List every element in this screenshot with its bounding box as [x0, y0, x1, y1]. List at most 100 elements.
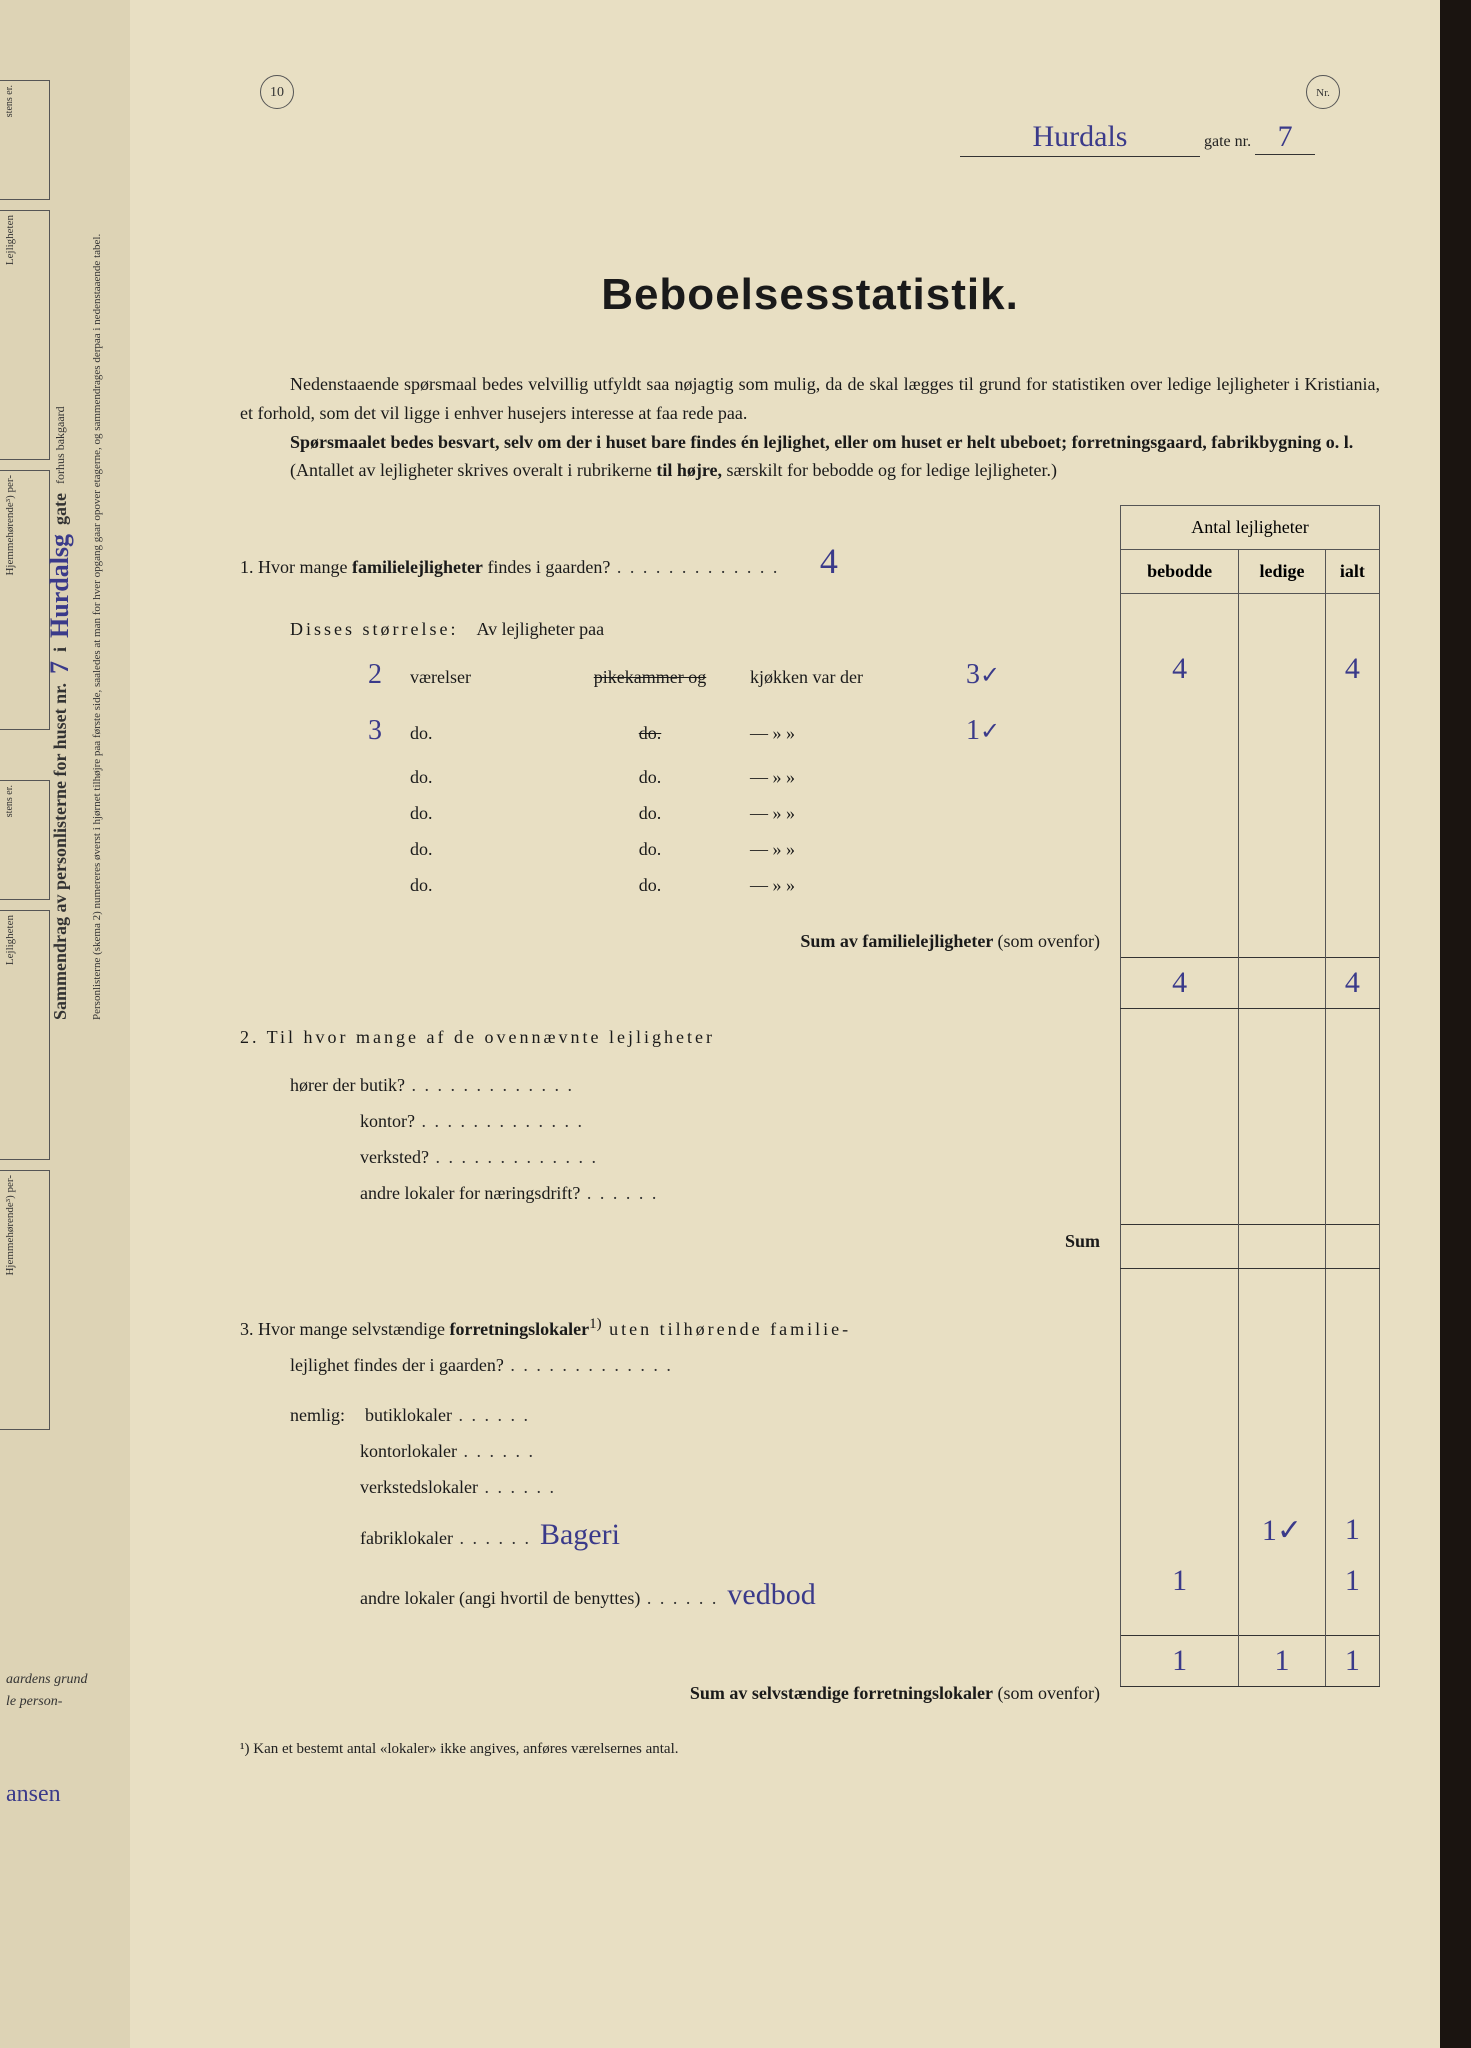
count-row: 1✓1	[1121, 1505, 1380, 1556]
count-cell	[1239, 644, 1325, 694]
count-cell: 1	[1325, 1556, 1379, 1606]
left-col-label-1: stens er.	[0, 81, 19, 121]
count-cell	[1121, 1417, 1239, 1461]
count-cell: 4	[1325, 644, 1379, 694]
nemlig-label: nemlig:	[290, 1405, 345, 1425]
room-c2: do.	[410, 795, 550, 831]
left-summary-title-text: Sammendrag av personlisterne for huset n…	[50, 683, 70, 1020]
left-col-label-6: Hjemmehørende³) per-	[0, 1171, 20, 1280]
q2: 2. Til hvor mange af de ovennævnte lejli…	[240, 1019, 1100, 1259]
q1-text-c: findes i gaarden?	[483, 557, 779, 577]
q1-sum-note: (som ovenfor)	[998, 931, 1100, 951]
q3: 3. Hvor mange selvstændige forretningslo…	[240, 1309, 1100, 1383]
room-c2: værelser	[410, 659, 550, 695]
q2-sum: Sum	[240, 1223, 1100, 1259]
gate-label: gate nr.	[1204, 133, 1251, 150]
intro-p3: (Antallet av lejligheter skrives overalt…	[240, 456, 1380, 485]
left-prev-page-strip: stens er. Lejligheten Hjemmehørende³) pe…	[0, 0, 130, 2048]
room-c4: kjøkken var der	[750, 659, 930, 695]
count-cell	[1121, 694, 1239, 738]
count-cell	[1239, 1461, 1325, 1505]
left-summary-title: Sammendrag av personlisterne for huset n…	[42, 120, 78, 1020]
count-cell	[1121, 1225, 1239, 1269]
count-spacer	[1121, 1606, 1380, 1636]
intro-p1: Nedenstaaende spørsmaal bedes velvillig …	[240, 370, 1380, 428]
count-cell	[1239, 1049, 1325, 1093]
count-cell: 4	[1325, 958, 1379, 1009]
q3-sup: 1)	[589, 1316, 602, 1332]
room-ans: 1	[930, 703, 980, 759]
room-vals: 2	[340, 647, 410, 703]
left-gate: gate	[50, 493, 70, 525]
questions: 1. Hvor mange familielejligheter findes …	[240, 525, 1100, 1711]
count-cell	[1325, 1373, 1379, 1417]
room-c2: do.	[410, 715, 550, 751]
count-cell	[1239, 958, 1325, 1009]
count-row	[1121, 1049, 1380, 1093]
count-cell	[1121, 1093, 1239, 1137]
q1: 1. Hvor mange familielejligheter findes …	[240, 525, 1100, 597]
left-gate-hw: Hurdalsg	[45, 534, 74, 638]
count-row	[1121, 1181, 1380, 1225]
q3-line: andre lokaler (angi hvortil de benyttes)…	[360, 1565, 1100, 1625]
room-row: 2værelserpikekammer ogkjøkken var der3✓	[340, 647, 1100, 703]
count-cell	[1325, 1181, 1379, 1225]
room-c4: — » »	[750, 795, 930, 831]
room-vals: 3	[340, 703, 410, 759]
count-cell	[1121, 1373, 1239, 1417]
q1-text-b: familielejligheter	[352, 557, 483, 577]
intro-p2-text: Spørsmaalet bedes besvart, selv om der i…	[290, 432, 1353, 452]
count-cell	[1121, 1505, 1239, 1556]
q2-line-1: kontor?	[360, 1103, 1100, 1139]
count-spacer	[1121, 1269, 1380, 1329]
q1-size-label: Disses størrelse: Av lejligheter paa	[290, 611, 1100, 647]
count-cell	[1239, 1093, 1325, 1137]
count-cell	[1325, 826, 1379, 870]
room-c3: do.	[550, 759, 750, 795]
room-c3: do.	[550, 867, 750, 903]
street-name-handwritten: Hurdals	[960, 120, 1200, 157]
count-row	[1121, 1329, 1380, 1373]
q3-sum-note: (som ovenfor)	[998, 1683, 1100, 1703]
left-i: i	[50, 647, 70, 652]
count-cell	[1121, 1181, 1239, 1225]
left-bottom-b: le person-	[6, 1694, 62, 1710]
q1-text-a: 1. Hvor mange	[240, 557, 352, 577]
count-row	[1121, 782, 1380, 826]
q3-line-label: kontorlokaler	[360, 1441, 535, 1461]
left-nr-hw: 7	[45, 661, 74, 674]
count-row	[1121, 826, 1380, 870]
count-cell	[1239, 1329, 1325, 1373]
room-c2: do.	[410, 759, 550, 795]
page-number-left: 10	[260, 75, 294, 109]
room-c4: — » »	[750, 759, 930, 795]
main-area: Antal lejligheter bebodde ledige ialt 44…	[240, 525, 1380, 1711]
count-cell	[1325, 1225, 1379, 1269]
street-header: Hurdals gate nr. 7	[960, 120, 1360, 157]
q1-size-a: Disses størrelse:	[290, 619, 458, 639]
intro-p3c: særskilt for bebodde og for ledige lejli…	[722, 460, 1057, 480]
left-col-label-2: Lejligheten	[0, 211, 20, 269]
count-cell	[1121, 914, 1239, 958]
q3-line-label: verkstedslokaler	[360, 1477, 556, 1497]
count-cell	[1239, 826, 1325, 870]
left-bottom-hw: ansen	[6, 1781, 61, 1808]
count-cell	[1239, 1556, 1325, 1606]
col-bebodde: bebodde	[1121, 550, 1239, 594]
count-cell	[1121, 1137, 1239, 1181]
count-cell	[1325, 914, 1379, 958]
page-number-right: Nr.	[1306, 75, 1340, 109]
count-row	[1121, 1093, 1380, 1137]
count-cell	[1325, 1137, 1379, 1181]
q1-sum: Sum av familielejligheter (som ovenfor)	[240, 923, 1100, 959]
count-cell	[1239, 914, 1325, 958]
q3-line-label: andre lokaler (angi hvortil de benyttes)	[360, 1588, 718, 1608]
intro-p3a: (Antallet av lejligheter skrives overalt…	[290, 460, 656, 480]
count-cell: 1✓	[1239, 1505, 1325, 1556]
count-cell	[1121, 1329, 1239, 1373]
count-cell	[1239, 782, 1325, 826]
count-row	[1121, 1225, 1380, 1269]
count-cell	[1121, 870, 1239, 914]
count-cell	[1239, 1225, 1325, 1269]
count-row	[1121, 1417, 1380, 1461]
